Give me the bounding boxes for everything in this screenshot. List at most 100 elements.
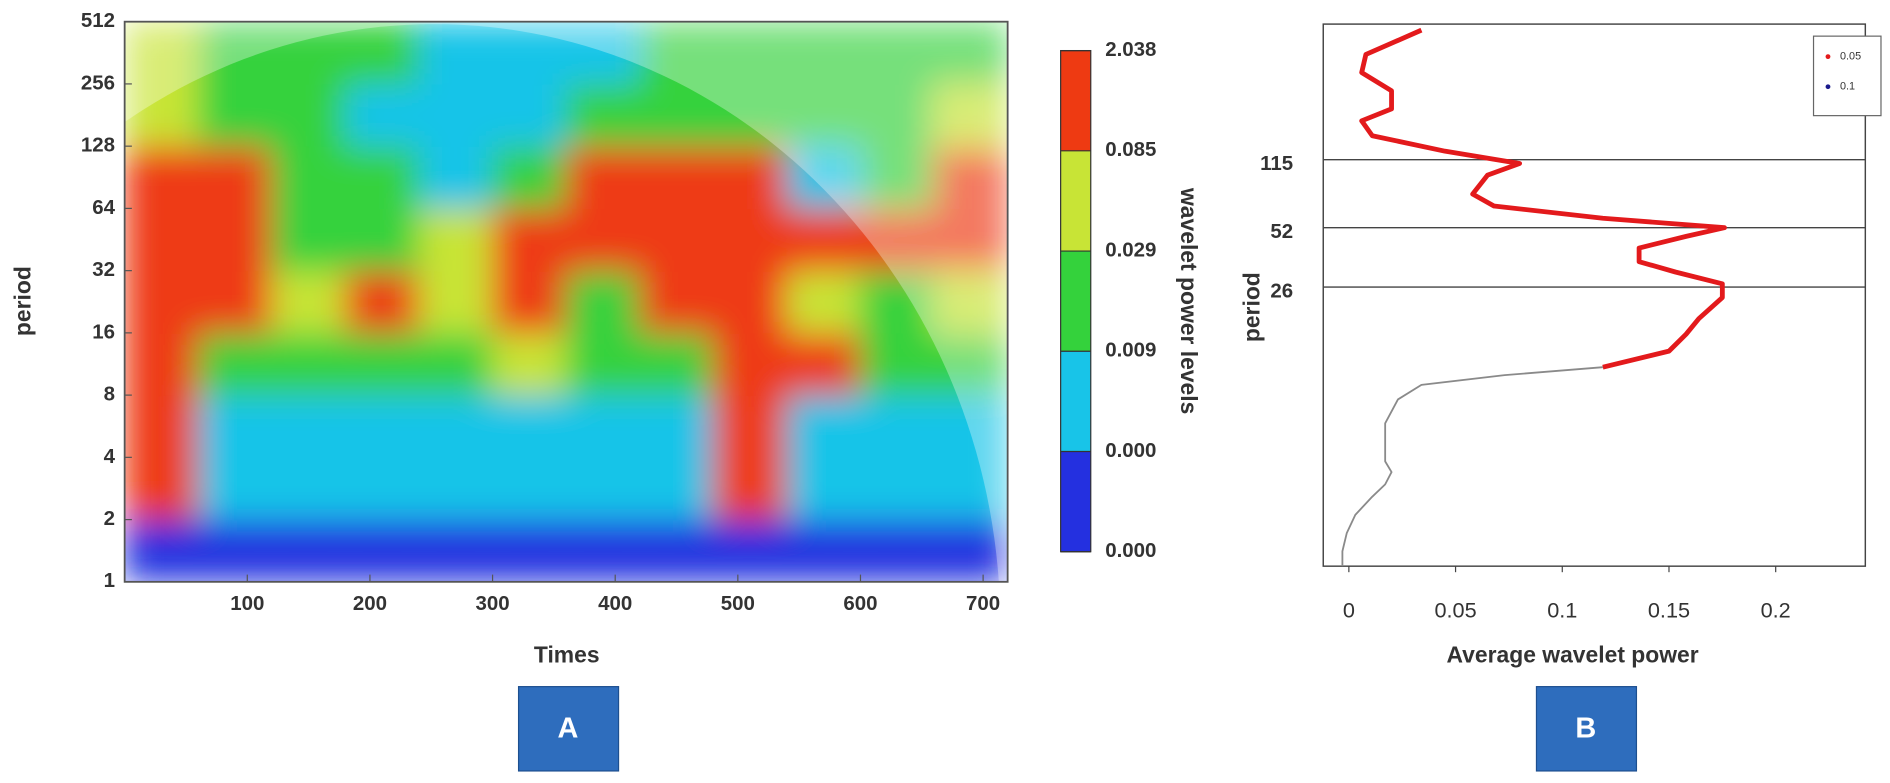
- heatmap-cell: [344, 145, 420, 210]
- heatmap-cell: [565, 456, 641, 521]
- heatmap-cell: [859, 456, 935, 521]
- heatmap-cell: [418, 332, 494, 396]
- heatmap-cell: [859, 145, 935, 210]
- heatmap-cell: [565, 394, 641, 458]
- heatmap-cell: [933, 518, 1008, 582]
- y-tick-label: 32: [92, 258, 115, 281]
- x-tick-label: 0.05: [1434, 598, 1476, 623]
- average-power-line: [1341, 366, 1603, 567]
- heatmap-cell: [271, 332, 347, 396]
- panel-badge: [517, 686, 620, 772]
- heatmap-cell: [565, 21, 641, 85]
- heatmap-cell: [124, 332, 199, 396]
- heatmap-cell: [712, 21, 788, 85]
- heatmap-cell: [933, 270, 1008, 334]
- heatmap-cell: [418, 145, 494, 210]
- heatmap-cell: [565, 518, 641, 582]
- heatmap-cell: [786, 518, 862, 582]
- x-tick-label: 700: [966, 592, 1000, 615]
- heatmap-cell: [197, 332, 273, 396]
- heatmap-cell: [271, 83, 347, 147]
- heatmap-cell: [344, 518, 420, 582]
- heatmap-cell: [786, 145, 862, 210]
- y-tick-label: 26: [1270, 279, 1293, 302]
- heatmap-cell: [859, 394, 935, 458]
- heatmap-cell: [859, 207, 935, 272]
- heatmap-cell: [124, 270, 199, 334]
- colorbar-segment: [1060, 150, 1091, 252]
- heatmap-cell: [565, 332, 641, 396]
- legend-box: [1812, 35, 1882, 117]
- heatmap-cell: [491, 83, 567, 147]
- x-tick-label: 0: [1343, 598, 1355, 623]
- heatmap-cell: [344, 83, 420, 147]
- heatmap-cell: [124, 456, 199, 521]
- significant-power-line: [1359, 27, 1727, 370]
- heatmap-cell: [344, 394, 420, 458]
- heatmap-cell: [639, 270, 714, 334]
- heatmap-cell: [197, 456, 273, 521]
- heatmap-cell: [271, 145, 347, 210]
- heatmap-cell: [933, 332, 1008, 396]
- heatmap-cell: [271, 21, 347, 85]
- heatmap-cell: [639, 21, 714, 85]
- heatmap-cell: [786, 456, 862, 521]
- heatmap-cell: [491, 21, 567, 85]
- heatmap-cell: [418, 518, 494, 582]
- heatmap-cell: [197, 207, 273, 272]
- heatmap-cell: [933, 207, 1008, 272]
- heatmap-cell: [344, 207, 420, 272]
- heatmap-cell: [491, 270, 567, 334]
- heatmap-cell: [344, 21, 420, 85]
- heatmap-cell: [565, 207, 641, 272]
- heatmap-cell: [639, 207, 714, 272]
- heatmap-cell: [271, 394, 347, 458]
- heatmap-cell: [124, 518, 199, 582]
- heatmap-cell: [786, 83, 862, 147]
- heatmap-cell: [197, 83, 273, 147]
- heatmap-cell: [933, 83, 1008, 147]
- heatmap-cell: [344, 332, 420, 396]
- heatmap-cell: [271, 270, 347, 334]
- x-axis-label: Average wavelet power: [1447, 642, 1699, 668]
- y-tick-label: 52: [1270, 220, 1293, 243]
- plot-frame: [123, 20, 1009, 583]
- colorbar-tick-label: 0.000: [1105, 439, 1156, 462]
- y-tick-label: 128: [81, 134, 115, 157]
- x-tick-label: 500: [721, 592, 755, 615]
- heatmap-cell: [197, 518, 273, 582]
- heatmap-cell: [639, 332, 714, 396]
- heatmap-cell: [491, 456, 567, 521]
- heatmap-cell: [124, 21, 199, 85]
- y-tick-label: 115: [1260, 152, 1293, 175]
- colorbar-label: wavelet power levels: [1176, 187, 1202, 414]
- colorbar-segment: [1060, 451, 1091, 552]
- y-axis-label: period: [10, 266, 36, 336]
- heatmap-cell: [933, 21, 1008, 85]
- y-tick-label: 64: [92, 196, 115, 219]
- heatmap-cell: [639, 456, 714, 521]
- heatmap-cell: [344, 456, 420, 521]
- colorbar-segment: [1060, 50, 1091, 151]
- heatmap-cell: [491, 207, 567, 272]
- legend-marker: [1825, 54, 1831, 60]
- y-tick-label: 8: [104, 383, 115, 406]
- x-tick-label: 0.2: [1761, 598, 1791, 623]
- heatmap-cell: [859, 270, 935, 334]
- heatmap-cell: [859, 21, 935, 85]
- x-tick-label: 200: [353, 592, 387, 615]
- colorbar-tick-label: 0.009: [1105, 339, 1156, 362]
- heatmap-cell: [197, 21, 273, 85]
- heatmap-cell: [271, 207, 347, 272]
- heatmap-cell: [712, 145, 788, 210]
- heatmap-cell: [491, 394, 567, 458]
- x-axis-label: Times: [534, 642, 600, 668]
- heatmap-cell: [271, 518, 347, 582]
- x-tick-label: 300: [475, 592, 509, 615]
- heatmap-cells: [124, 21, 1008, 582]
- heatmap-cell: [712, 456, 788, 521]
- heatmap-cell: [418, 21, 494, 85]
- heatmap-cell: [491, 518, 567, 582]
- legend-label: 0.05: [1840, 50, 1861, 62]
- x-tick-label: 600: [843, 592, 877, 615]
